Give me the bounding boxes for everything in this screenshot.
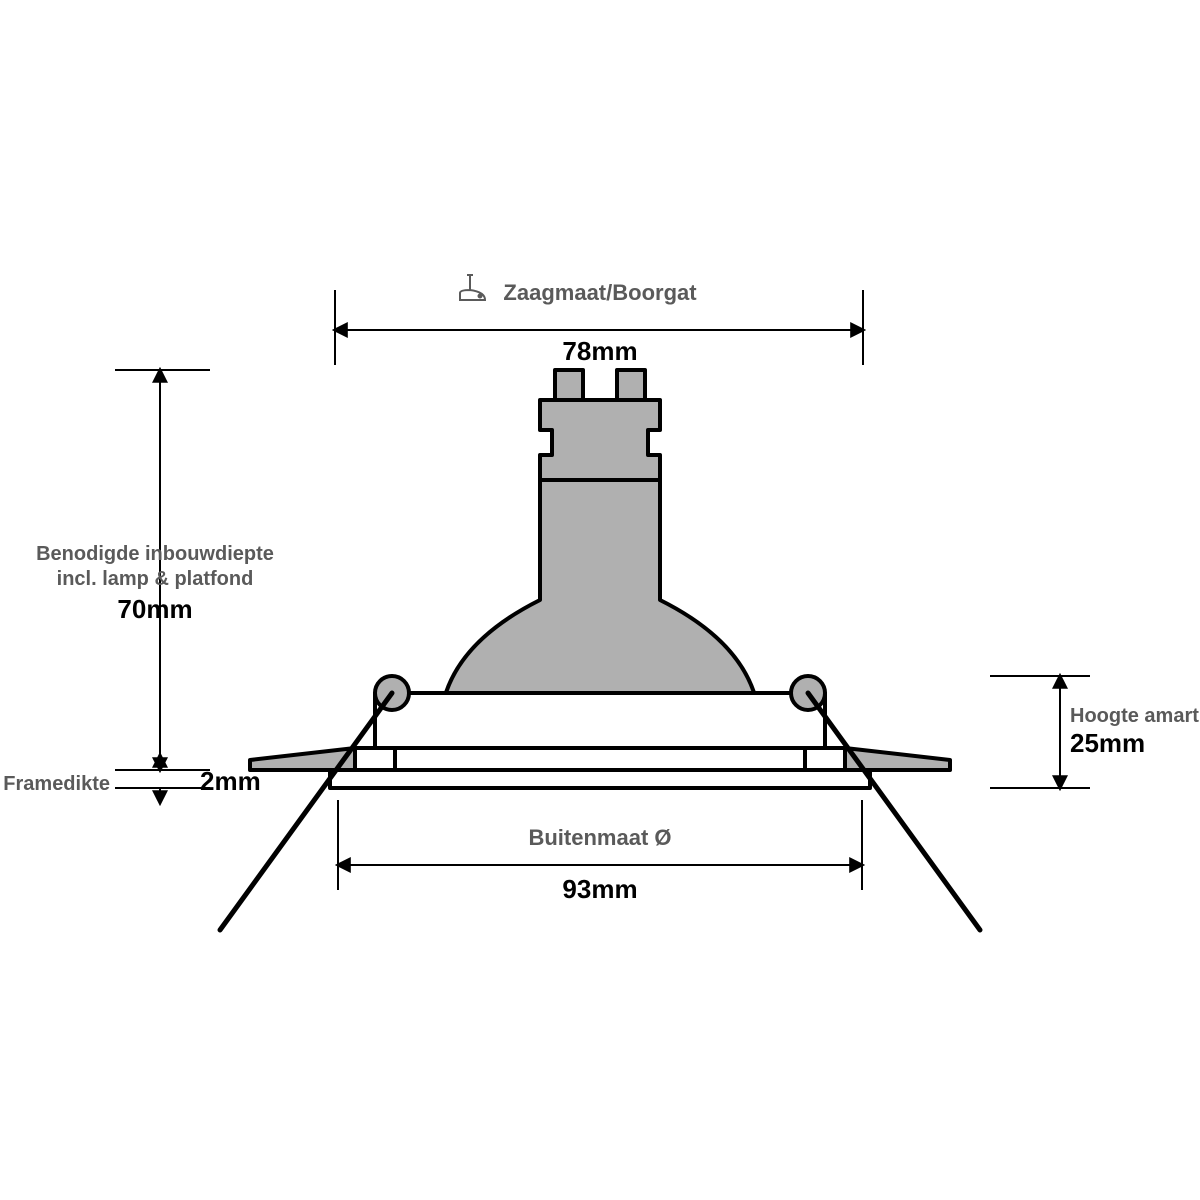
label-bottom-title: Buitenmaat Ø (528, 825, 671, 850)
label-frame-value: 2mm (200, 766, 261, 796)
drill-icon (460, 275, 485, 300)
lamp-shape (440, 370, 760, 730)
label-right-value: 25mm (1070, 728, 1145, 758)
label-top-value: 78mm (562, 336, 637, 366)
label-left-value: 70mm (117, 594, 192, 624)
fixture-shape (250, 676, 950, 788)
dim-frame (115, 755, 210, 803)
label-left-line2: incl. lamp & platfond (57, 568, 254, 590)
technical-diagram: Zaagmaat/Boorgat 78mm Benodigde inbouwdi… (0, 0, 1200, 1200)
label-left-line1: Benodigde inbouwdiepte (36, 543, 274, 565)
label-frame: Framedikte (3, 773, 110, 795)
label-right-title: Hoogte amartuur (1070, 705, 1200, 727)
label-bottom-value: 93mm (562, 874, 637, 904)
label-top-title: Zaagmaat/Boorgat (503, 280, 697, 305)
